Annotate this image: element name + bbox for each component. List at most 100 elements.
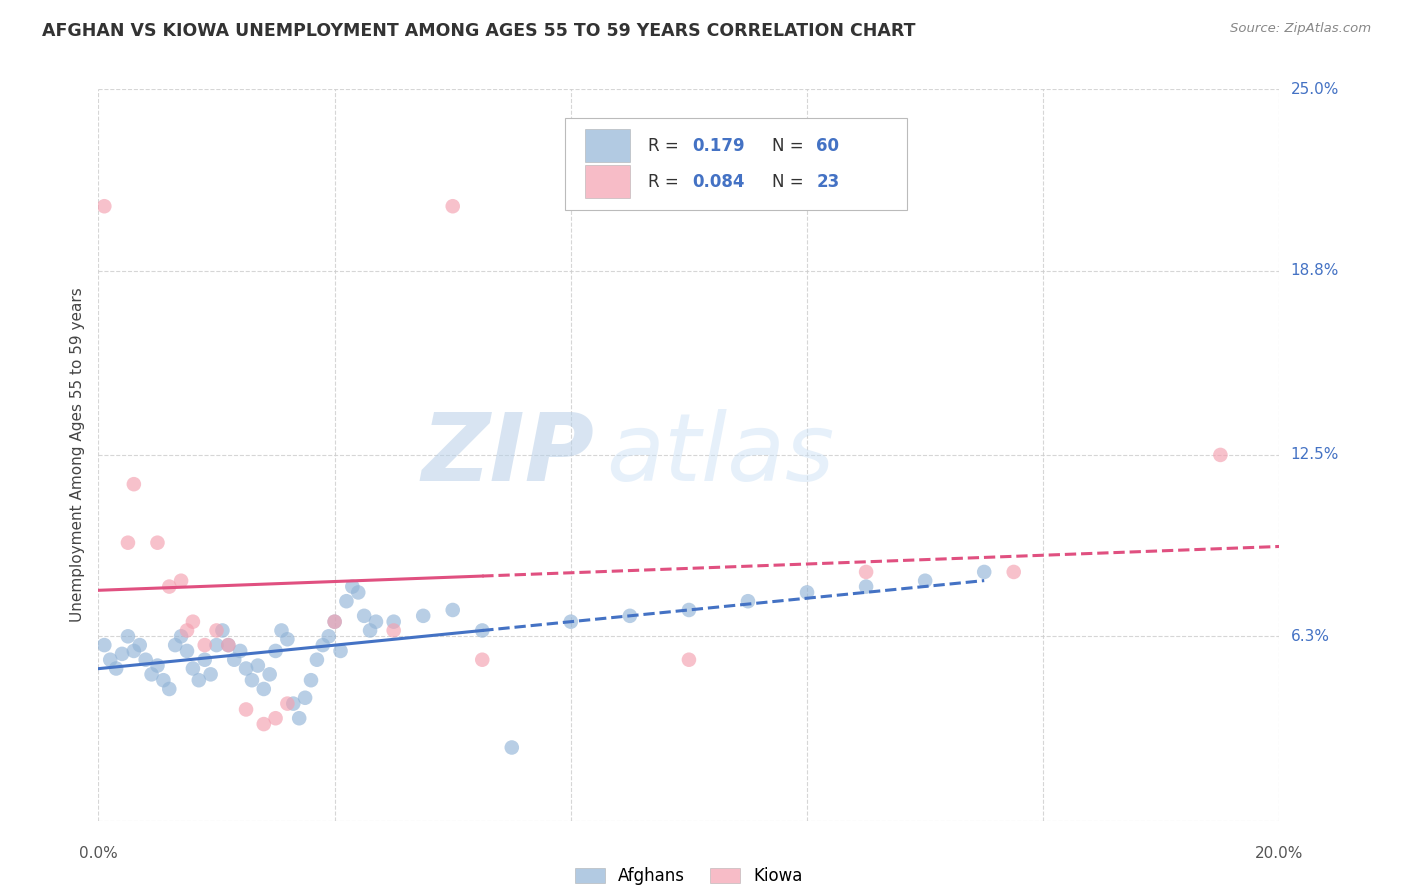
Point xyxy=(217,638,239,652)
Point xyxy=(187,673,209,688)
Point xyxy=(353,608,375,623)
Point xyxy=(253,681,276,696)
Point xyxy=(441,199,464,213)
Point xyxy=(235,702,257,716)
Point xyxy=(364,615,387,629)
Text: N =: N = xyxy=(772,173,808,191)
Point xyxy=(382,615,405,629)
Point xyxy=(855,580,877,594)
Point xyxy=(914,574,936,588)
Point xyxy=(796,585,818,599)
Point xyxy=(855,565,877,579)
Text: N =: N = xyxy=(772,136,808,154)
Text: 18.8%: 18.8% xyxy=(1291,263,1339,278)
Point xyxy=(270,624,292,638)
Point xyxy=(135,653,157,667)
Point xyxy=(93,199,115,213)
Point xyxy=(276,697,298,711)
Point xyxy=(235,661,257,675)
Point xyxy=(176,624,198,638)
Point xyxy=(305,653,328,667)
Point xyxy=(471,653,494,667)
Point xyxy=(105,661,128,675)
Point xyxy=(318,629,340,643)
Point xyxy=(194,653,217,667)
Point xyxy=(678,653,700,667)
Point xyxy=(471,624,494,638)
Legend: Afghans, Kiowa: Afghans, Kiowa xyxy=(575,867,803,886)
Point xyxy=(335,594,357,608)
Point xyxy=(157,580,180,594)
Point xyxy=(98,653,121,667)
Point xyxy=(342,580,364,594)
Point xyxy=(412,608,434,623)
Point xyxy=(181,661,204,675)
FancyBboxPatch shape xyxy=(565,119,907,210)
Text: Source: ZipAtlas.com: Source: ZipAtlas.com xyxy=(1230,22,1371,36)
Point xyxy=(128,638,150,652)
Text: 25.0%: 25.0% xyxy=(1291,82,1339,96)
Point xyxy=(224,653,246,667)
Point xyxy=(382,624,405,638)
Point xyxy=(359,624,381,638)
Point xyxy=(329,644,352,658)
Point xyxy=(283,697,305,711)
Point xyxy=(678,603,700,617)
Point xyxy=(264,711,287,725)
Point xyxy=(560,615,582,629)
Point xyxy=(1209,448,1232,462)
Point xyxy=(200,667,222,681)
Text: 12.5%: 12.5% xyxy=(1291,448,1339,462)
Point xyxy=(323,615,346,629)
Point xyxy=(146,535,169,549)
Point xyxy=(152,673,174,688)
Point xyxy=(1002,565,1025,579)
Bar xyxy=(585,165,630,198)
Point xyxy=(441,603,464,617)
Point xyxy=(229,644,252,658)
Point xyxy=(146,658,169,673)
Point xyxy=(165,638,187,652)
Point xyxy=(93,638,115,652)
Text: 23: 23 xyxy=(817,173,839,191)
Text: 6.3%: 6.3% xyxy=(1291,629,1330,644)
Point xyxy=(170,574,193,588)
Point xyxy=(259,667,281,681)
Point xyxy=(737,594,759,608)
Point xyxy=(312,638,335,652)
Text: 60: 60 xyxy=(817,136,839,154)
Point xyxy=(205,638,228,652)
Point xyxy=(276,632,298,647)
Point xyxy=(117,535,139,549)
Text: 20.0%: 20.0% xyxy=(1256,846,1303,861)
Point xyxy=(211,624,233,638)
Text: AFGHAN VS KIOWA UNEMPLOYMENT AMONG AGES 55 TO 59 YEARS CORRELATION CHART: AFGHAN VS KIOWA UNEMPLOYMENT AMONG AGES … xyxy=(42,22,915,40)
Point xyxy=(501,740,523,755)
Point xyxy=(253,717,276,731)
Text: 0.179: 0.179 xyxy=(693,136,745,154)
Bar xyxy=(585,128,630,161)
Text: 0.084: 0.084 xyxy=(693,173,745,191)
Point xyxy=(288,711,311,725)
Point xyxy=(157,681,180,696)
Point xyxy=(973,565,995,579)
Point xyxy=(299,673,322,688)
Point xyxy=(217,638,239,652)
Point xyxy=(194,638,217,652)
Point xyxy=(323,615,346,629)
Point xyxy=(347,585,370,599)
Point xyxy=(264,644,287,658)
Text: ZIP: ZIP xyxy=(422,409,595,501)
Text: R =: R = xyxy=(648,173,683,191)
Y-axis label: Unemployment Among Ages 55 to 59 years: Unemployment Among Ages 55 to 59 years xyxy=(70,287,86,623)
Point xyxy=(176,644,198,658)
Point xyxy=(619,608,641,623)
Point xyxy=(122,644,145,658)
Text: 0.0%: 0.0% xyxy=(79,846,118,861)
Text: R =: R = xyxy=(648,136,683,154)
Point xyxy=(141,667,163,681)
Point xyxy=(240,673,263,688)
Point xyxy=(246,658,269,673)
Point xyxy=(170,629,193,643)
Point xyxy=(122,477,145,491)
